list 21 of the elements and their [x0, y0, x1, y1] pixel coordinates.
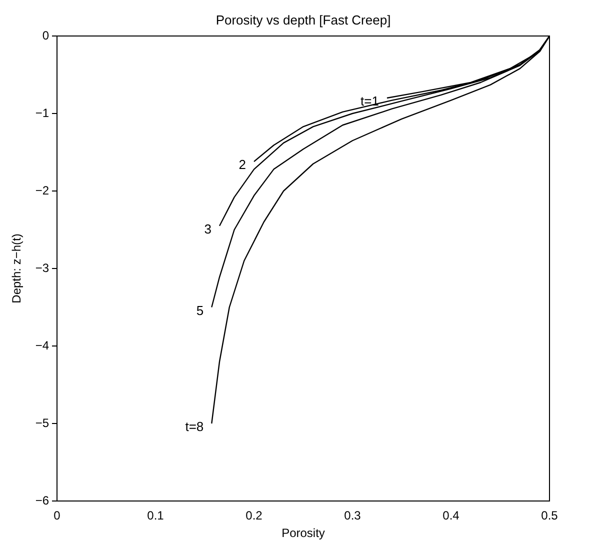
y-tick-label: −4 — [35, 338, 50, 352]
x-tick-label: 0.3 — [344, 508, 362, 523]
x-tick-label: 0.1 — [147, 508, 164, 523]
series-label: t=8 — [185, 419, 204, 434]
x-tick-label: 0.2 — [246, 508, 263, 523]
series-label: t=1 — [360, 94, 379, 109]
y-tick-label: −1 — [35, 106, 50, 120]
y-tick-label: −2 — [35, 183, 50, 198]
chart-title: Porosity vs depth [Fast Creep] — [216, 12, 391, 28]
series-label: 5 — [196, 302, 204, 318]
x-tick-label: 0 — [54, 508, 61, 523]
y-tick-label: 0 — [42, 28, 50, 42]
series-label: 2 — [238, 157, 246, 172]
y-tick-label: −6 — [35, 493, 50, 508]
x-tick-label: 0.5 — [541, 508, 558, 523]
x-tick-label: 0.4 — [442, 508, 460, 523]
y-tick-label: −5 — [35, 416, 50, 430]
series-label: 3 — [204, 221, 212, 236]
y-tick-label: −3 — [35, 260, 50, 275]
x-axis-title: Porosity — [282, 526, 325, 540]
y-axis-title: Depth: z−h(t) — [10, 234, 24, 304]
